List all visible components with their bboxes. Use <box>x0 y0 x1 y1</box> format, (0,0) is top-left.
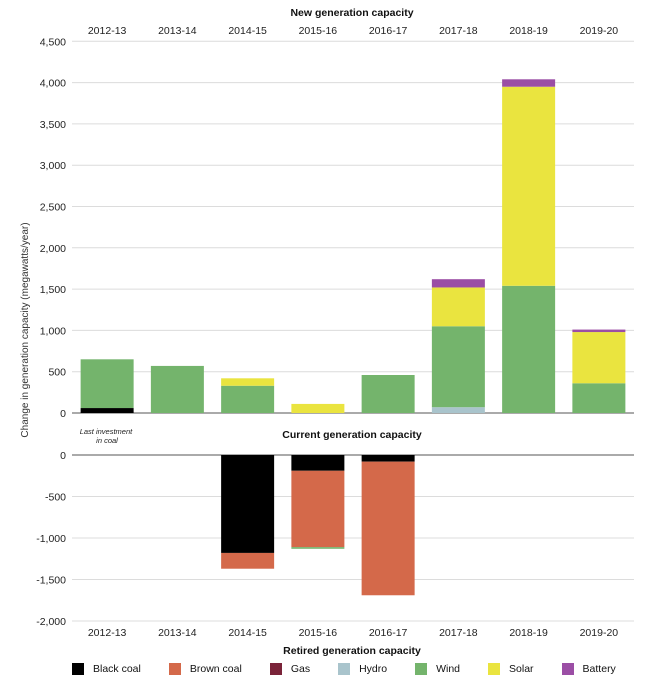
x-tick-label-top: 2018-19 <box>509 25 548 37</box>
y-tick-label-new: 3,000 <box>40 160 66 172</box>
legend-label: Battery <box>582 663 616 675</box>
x-tick-label-top: 2014-15 <box>228 25 267 37</box>
x-tick-label-bottom: 2012-13 <box>88 627 127 639</box>
y-tick-label-retired: 0 <box>60 450 66 462</box>
bar-segment-new-wind <box>221 385 275 413</box>
y-tick-label-new: 0 <box>60 408 66 420</box>
y-tick-label-new: 2,000 <box>40 243 66 255</box>
x-tick-label-bottom: 2014-15 <box>228 627 267 639</box>
bar-segment-new-battery <box>431 279 485 288</box>
x-tick-label-top: 2019-20 <box>580 25 619 37</box>
legend-item-black-coal: Black coal <box>72 663 141 675</box>
x-tick-label-top: 2017-18 <box>439 25 478 37</box>
bar-segment-retired-brown-coal <box>291 470 345 548</box>
legend-item-gas: Gas <box>269 663 311 675</box>
y-tick-label-retired: -2,000 <box>36 616 66 628</box>
bar-segment-retired-brown-coal <box>361 461 415 596</box>
legend-label: Wind <box>436 663 461 675</box>
coal-annotation-line-2: in coal <box>96 436 118 445</box>
legend-label: Black coal <box>93 663 141 675</box>
legend-label: Brown coal <box>189 663 242 675</box>
bottom-panel-title: Retired generation capacity <box>283 645 421 657</box>
bar-segment-new-wind <box>431 326 485 408</box>
bar-segment-retired-black-coal <box>361 455 415 462</box>
axes: 0 500 1,000 1,500 2,000 2,500 3,000 3,500 4,000 4… <box>36 25 618 639</box>
bar-segment-retired-brown-coal <box>221 552 275 569</box>
gridlines <box>72 40 634 622</box>
bars <box>80 79 626 596</box>
bar-segment-new-black-coal <box>80 408 134 413</box>
top-panel-title: New generation capacity <box>290 7 413 19</box>
legend-swatch <box>561 663 574 675</box>
coal-annotation: Last investment in coal <box>80 427 135 445</box>
bar-segment-new-wind <box>572 383 626 413</box>
bar-segment-new-solar <box>572 332 626 384</box>
legend-label: Solar <box>509 663 534 675</box>
bar-segment-retired-black-coal <box>291 455 345 471</box>
legend-item-wind: Wind <box>415 663 460 675</box>
y-tick-label-new: 4,500 <box>40 36 66 48</box>
legend-swatch <box>72 663 84 675</box>
legend-swatch <box>415 663 428 675</box>
bar-segment-retired-black-coal <box>221 455 275 553</box>
y-tick-label-retired: -500 <box>45 492 66 504</box>
y-tick-label-new: 3,500 <box>40 119 66 131</box>
x-tick-label-bottom: 2018-19 <box>509 627 548 639</box>
x-tick-label-bottom: 2013-14 <box>158 627 197 639</box>
bar-segment-new-wind <box>80 359 134 409</box>
bar-segment-new-solar <box>291 403 345 413</box>
legend-swatch <box>168 663 181 675</box>
legend-item-hydro: Hydro <box>338 663 387 675</box>
coal-annotation-line-1: Last investment <box>80 427 133 436</box>
x-tick-label-bottom: 2019-20 <box>580 627 619 639</box>
bar-segment-new-wind <box>150 365 204 413</box>
bar-segment-new-wind <box>361 375 415 413</box>
x-tick-label-top: 2013-14 <box>158 25 197 37</box>
bar-segment-new-hydro <box>431 407 485 413</box>
y-tick-label-new: 2,500 <box>40 202 66 214</box>
y-tick-label-retired: -1,000 <box>36 533 66 545</box>
legend-item-brown-coal: Brown coal <box>168 663 242 675</box>
y-axis-label: Change in generation capacity (megawatts… <box>20 222 31 437</box>
legend-swatch <box>269 663 282 675</box>
bar-segment-retired-wind <box>291 547 345 549</box>
bar-segment-new-battery <box>572 329 626 333</box>
x-tick-label-bottom: 2016-17 <box>369 627 408 639</box>
legend-label: Hydro <box>359 663 388 675</box>
x-tick-label-bottom: 2017-18 <box>439 627 478 639</box>
y-tick-label-retired: -1,500 <box>36 575 66 587</box>
bar-segment-new-battery <box>502 79 556 87</box>
legend-label: Gas <box>290 663 311 675</box>
y-tick-label-new: 1,500 <box>40 284 66 296</box>
bar-segment-new-solar <box>502 86 556 286</box>
legend-swatch <box>488 663 501 675</box>
legend-item-solar: Solar <box>488 663 534 675</box>
x-tick-label-top: 2012-13 <box>88 25 127 37</box>
legend-swatch <box>338 663 351 675</box>
x-tick-label-top: 2016-17 <box>369 25 408 37</box>
middle-panel-title: Current generation capacity <box>282 429 422 441</box>
bar-segment-new-wind <box>502 285 556 413</box>
legend: Black coal Brown coal Gas Hydro Wind Solar Bat… <box>72 663 644 675</box>
bar-segment-new-solar <box>221 378 275 386</box>
y-tick-label-new: 4,000 <box>40 78 66 90</box>
bar-segment-new-solar <box>431 287 485 327</box>
y-tick-label-new: 1,000 <box>40 325 66 337</box>
y-tick-label-new: 500 <box>48 367 66 379</box>
legend-item-battery: Battery <box>561 663 616 675</box>
x-tick-label-bottom: 2015-16 <box>299 627 338 639</box>
x-tick-label-top: 2015-16 <box>299 25 338 37</box>
